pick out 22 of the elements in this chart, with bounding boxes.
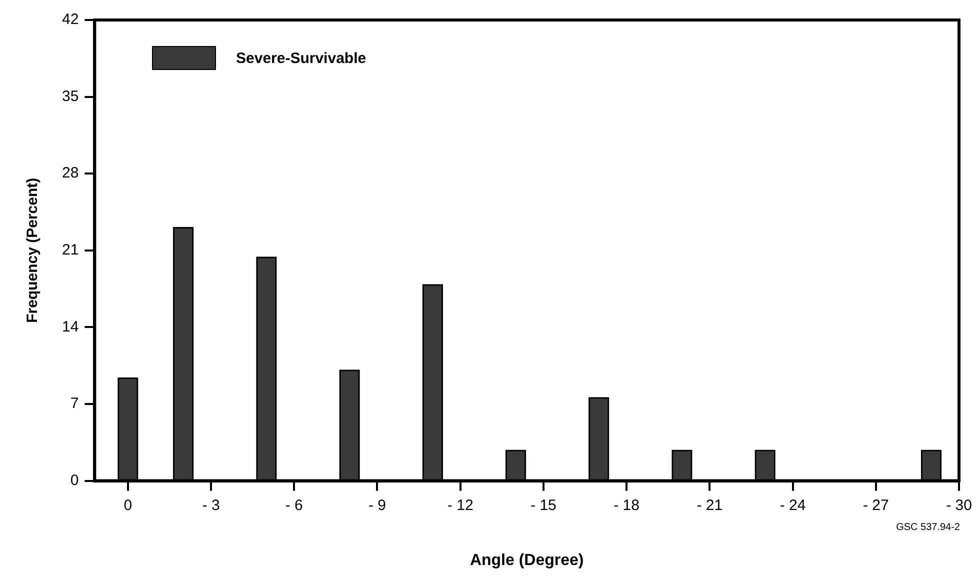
x-tick-label: - 15 <box>530 496 556 514</box>
y-tick-label: 35 <box>62 88 79 105</box>
x-tick-label: - 21 <box>696 496 723 514</box>
x-tick-label: 0 <box>124 496 132 514</box>
x-tick-label: - 9 <box>368 496 386 514</box>
x-tick-label: - 24 <box>780 496 806 514</box>
y-tick-label: 28 <box>62 164 79 182</box>
x-tick-label: - 12 <box>447 496 474 514</box>
x-tick-label: - 18 <box>614 496 640 514</box>
y-tick-label: 42 <box>62 11 79 28</box>
x-tick-label: - 30 <box>946 496 972 514</box>
y-axis-title: Frequency (Percent) <box>24 178 42 323</box>
y-tick-label: 7 <box>70 395 79 412</box>
x-tick-label: - 27 <box>862 496 889 514</box>
y-tick-label: 14 <box>62 318 79 336</box>
x-axis-title: Angle (Degree) <box>470 552 584 569</box>
y-tick-label: 21 <box>62 242 79 259</box>
legend-label: Severe-Survivable <box>236 50 366 66</box>
x-tick-label: - 6 <box>285 496 303 514</box>
x-tick-label: - 3 <box>202 496 220 514</box>
y-tick-label: 0 <box>70 472 79 489</box>
text: GSC 537.94-2 <box>896 522 960 533</box>
